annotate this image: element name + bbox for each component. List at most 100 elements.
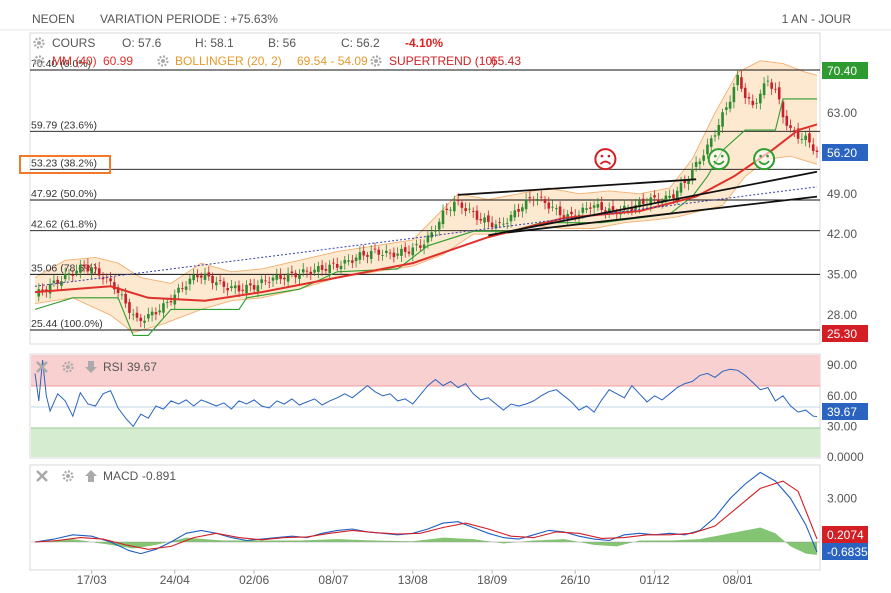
candle-body (211, 275, 214, 284)
candle-body (539, 196, 543, 198)
candle-body (131, 314, 135, 316)
candle-body (67, 273, 71, 275)
rsi-overbought-zone (31, 355, 820, 386)
trendlines (34, 170, 818, 287)
x-tick-label: 18/09 (477, 573, 507, 587)
x-tick-label: 17/03 (77, 573, 107, 587)
macd-label: MACD (103, 469, 139, 483)
fib-highlight-box[interactable] (19, 155, 111, 174)
candle-body (777, 87, 781, 100)
candle-body (683, 180, 687, 183)
candle-body (124, 293, 127, 304)
candle-body (774, 88, 777, 90)
fib-label: 70.40 (0.0%) (31, 58, 91, 70)
candle-body (483, 217, 486, 223)
candle-body (335, 263, 339, 268)
candle-body (589, 207, 592, 209)
trendline (507, 195, 818, 234)
candle-body (434, 230, 437, 232)
candle-body (385, 250, 388, 253)
arrow-down-icon[interactable] (85, 361, 97, 373)
bollinger-lower-line (34, 155, 818, 333)
candle-body (437, 221, 441, 230)
candle-body (184, 286, 188, 290)
supertrend-value: 65.43 (491, 54, 521, 68)
candle-body (721, 112, 724, 127)
candle-body (120, 294, 124, 296)
candle-body (494, 224, 498, 229)
arrow-up-icon[interactable] (85, 470, 97, 482)
candle-body (426, 235, 430, 243)
candle-body (759, 93, 762, 104)
fib-label: 59.79 (23.6%) (31, 119, 97, 131)
rsi-value-badge (822, 403, 868, 420)
close-icon[interactable] (36, 470, 48, 482)
candle-body (403, 247, 407, 252)
happy-face-icon (707, 148, 730, 171)
candle-body (532, 199, 535, 201)
candle-body (339, 265, 343, 270)
candle-body (762, 83, 766, 96)
candle-body (725, 107, 728, 110)
gear-icon[interactable] (157, 55, 169, 67)
candle-body (475, 210, 479, 220)
face-eye (721, 154, 724, 158)
candle-body (237, 285, 241, 292)
gear-icon[interactable] (62, 361, 74, 373)
candle-body (222, 281, 226, 287)
candle-body (513, 210, 517, 218)
candle-body (52, 280, 56, 283)
gear-icon[interactable] (62, 470, 74, 482)
candle-body (521, 207, 524, 212)
candle-body (392, 252, 396, 258)
macd-line (34, 471, 818, 555)
candle-body (199, 275, 203, 278)
candle-body (804, 135, 807, 141)
candle-body (233, 285, 237, 289)
face-mouth (599, 160, 612, 165)
candle-body (641, 198, 645, 204)
rsi-oversold-zone (31, 428, 820, 457)
candle-body (286, 273, 290, 282)
candle-body (713, 135, 717, 137)
period-selector[interactable]: 1 AN - JOUR (781, 12, 851, 26)
candle-body (165, 302, 169, 303)
candle-body (101, 277, 105, 280)
gear-icon[interactable] (370, 55, 382, 67)
x-tick-label: 13/08 (398, 573, 428, 587)
candle-body (464, 208, 467, 212)
candle-body (415, 244, 418, 246)
candle-body (298, 274, 301, 279)
candle-body (313, 269, 316, 273)
candle-body (709, 138, 713, 147)
candle-body (358, 252, 362, 260)
candle-body (751, 100, 755, 106)
candle-body (294, 273, 297, 278)
candle-body (543, 199, 547, 203)
candle-body (600, 202, 603, 210)
x-tick-label: 08/01 (723, 573, 753, 587)
trendline (458, 178, 697, 196)
candle-body (441, 210, 445, 225)
bollinger-value: 69.54 - 54.09 (297, 54, 368, 68)
rsi-chart (34, 360, 818, 428)
close-icon[interactable] (36, 361, 48, 373)
gear-icon[interactable] (33, 37, 45, 49)
high-value: H: 58.1 (195, 36, 234, 50)
candle-body (301, 269, 305, 273)
candle-body (445, 208, 449, 210)
candle-body (56, 279, 59, 284)
candle-body (551, 206, 554, 208)
price-tick-label: 35.00 (827, 268, 857, 282)
candle-body (528, 197, 532, 199)
macd-panel (29, 464, 821, 571)
face-eye (766, 154, 769, 158)
candle-body (41, 289, 44, 292)
gear-icon[interactable] (33, 55, 45, 67)
candle-body (702, 155, 705, 161)
candle-body (158, 310, 161, 313)
candle-body (471, 211, 475, 212)
rsi-tick-label: 0.0000 (827, 450, 864, 464)
candle-body (249, 283, 252, 286)
